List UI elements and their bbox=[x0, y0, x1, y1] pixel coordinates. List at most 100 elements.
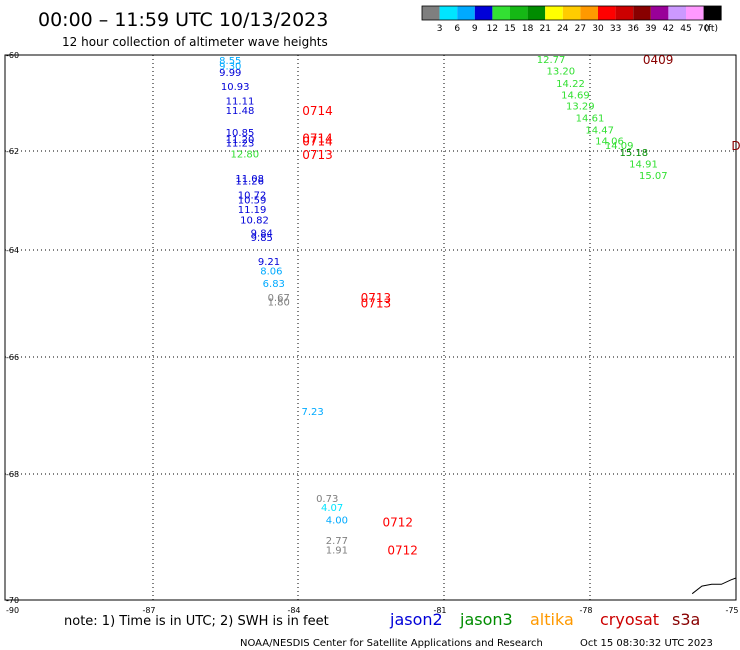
swh-value: 14.47 bbox=[585, 125, 614, 136]
swh-value: 2.77 bbox=[326, 536, 348, 547]
color-scale-legend: 3 6 9 12 15 18 21 24 27 30 33 36 39 42 45 70(ft) bbox=[421, 5, 722, 34]
swh-value: 1.91 bbox=[326, 546, 348, 557]
swh-value: 10.93 bbox=[221, 82, 250, 93]
mission-altika: altika bbox=[530, 610, 574, 629]
scale-label: 30 bbox=[592, 24, 604, 34]
pass-time-label: 0714 bbox=[302, 132, 333, 146]
swh-value: 7.23 bbox=[301, 407, 323, 418]
pass-time-label: 0409 bbox=[643, 53, 674, 67]
scale-swatch bbox=[510, 6, 528, 20]
scale-swatch bbox=[422, 6, 440, 20]
swh-value: 14.22 bbox=[556, 79, 585, 90]
scale-label: 21 bbox=[539, 24, 550, 34]
chart-title: 00:00 – 11:59 UTC 10/13/2023 bbox=[38, 9, 328, 31]
scale-label: 70 bbox=[698, 24, 710, 34]
swh-value: 14.69 bbox=[561, 90, 590, 101]
mission-jason2: jason2 bbox=[389, 610, 443, 629]
x-tick-label: -87 bbox=[142, 606, 155, 615]
data-points: 8.559.309.9910.9311.1111.4810.8511.2011.… bbox=[219, 55, 667, 557]
x-tick-label: -75 bbox=[725, 606, 738, 615]
swh-value: 4.07 bbox=[321, 503, 343, 514]
chart-subtitle: 12 hour collection of altimeter wave hei… bbox=[62, 35, 328, 49]
scale-swatch bbox=[527, 6, 546, 20]
pass-time-label: 0713 bbox=[361, 291, 392, 305]
swh-value: 12.80 bbox=[230, 150, 259, 161]
swh-value: 8.06 bbox=[260, 266, 282, 277]
footer-timestamp: Oct 15 08:30:32 UTC 2023 bbox=[580, 638, 713, 649]
scale-swatch bbox=[668, 6, 686, 20]
mission-legend: jason2 jason3 altika cryosat s3a bbox=[389, 610, 700, 629]
swh-value: 10.72 bbox=[238, 191, 267, 202]
swh-value: 1.80 bbox=[268, 297, 290, 308]
scale-label: 24 bbox=[557, 24, 569, 34]
swh-value: 14.06 bbox=[595, 136, 624, 147]
mission-cryosat: cryosat bbox=[600, 610, 659, 629]
grid-lines bbox=[5, 55, 736, 600]
scale-swatch bbox=[615, 6, 634, 20]
swh-value: 12.77 bbox=[537, 55, 566, 66]
swh-value: 11.23 bbox=[226, 138, 255, 149]
y-tick-label: -70 bbox=[6, 596, 19, 605]
swh-value: 10.82 bbox=[240, 215, 269, 226]
swh-value: 0.73 bbox=[316, 494, 338, 505]
swh-value: 11.08 bbox=[235, 174, 264, 185]
coastline bbox=[691, 577, 737, 595]
swh-value: 0.67 bbox=[268, 293, 290, 304]
scale-swatch bbox=[686, 6, 704, 20]
swh-value: 11.48 bbox=[226, 106, 255, 117]
scale-label: 6 bbox=[454, 24, 460, 34]
swh-value: 14.61 bbox=[576, 113, 605, 124]
scale-label: 27 bbox=[575, 24, 586, 34]
swh-value: 14.91 bbox=[629, 159, 658, 170]
pass-time-label: 0712 bbox=[383, 515, 414, 529]
swh-value: 9.21 bbox=[258, 257, 280, 268]
y-tick-label: -66 bbox=[6, 353, 19, 362]
swh-value: 9.30 bbox=[219, 62, 241, 73]
footnote: note: 1) Time is in UTC; 2) SWH is in fe… bbox=[64, 614, 329, 629]
swh-value: 8.55 bbox=[219, 56, 241, 67]
swh-value: 15.18 bbox=[619, 148, 648, 159]
scale-swatch bbox=[492, 6, 510, 20]
x-tick-label: -84 bbox=[287, 606, 300, 615]
swh-value: 4.00 bbox=[326, 515, 348, 526]
swh-value: 14.09 bbox=[605, 141, 634, 152]
scale-swatch bbox=[439, 6, 458, 20]
y-tick-label: -62 bbox=[6, 147, 19, 156]
swh-value: 9.84 bbox=[251, 229, 273, 240]
pass-time-label: 0712 bbox=[387, 544, 418, 558]
scale-label: 18 bbox=[522, 24, 534, 34]
mission-s3a: s3a bbox=[672, 610, 700, 629]
scale-label: 9 bbox=[472, 24, 478, 34]
scale-label: 45 bbox=[680, 24, 691, 34]
scale-swatch bbox=[703, 6, 722, 20]
scale-swatch bbox=[598, 6, 616, 20]
x-tick-label: -78 bbox=[579, 606, 592, 615]
swh-value: 6.83 bbox=[263, 279, 285, 290]
pass-time-label: 0713 bbox=[302, 148, 333, 162]
pass-time-label: 0714 bbox=[302, 104, 333, 118]
scale-label: 3 bbox=[437, 24, 443, 34]
y-tick-label: -60 bbox=[6, 51, 19, 60]
swh-value: 15.07 bbox=[639, 171, 668, 182]
plot-frame bbox=[4, 54, 737, 601]
footer-credit: NOAA/NESDIS Center for Satellite Applica… bbox=[240, 638, 543, 649]
mission-jason3: jason3 bbox=[459, 610, 513, 629]
scale-unit: (ft) bbox=[704, 24, 718, 34]
swh-value: 11.26 bbox=[235, 177, 264, 188]
scale-swatch bbox=[474, 6, 493, 20]
scale-label: 39 bbox=[645, 24, 657, 34]
y-tick-label: -68 bbox=[6, 470, 19, 479]
pass-time-label: D bbox=[731, 139, 740, 153]
axis-tick-labels: -60 -62 -64 -66 -68 -70 -87 -84 -81 -78 -75 -90 bbox=[6, 51, 739, 615]
scale-swatch bbox=[545, 6, 563, 20]
scale-label: 36 bbox=[627, 24, 639, 34]
swh-value: 10.85 bbox=[226, 128, 255, 139]
scale-label: 33 bbox=[610, 24, 621, 34]
scale-label: 42 bbox=[663, 24, 674, 34]
pass-time-label: 0713 bbox=[361, 296, 392, 310]
swh-value: 11.11 bbox=[226, 97, 255, 108]
corner-tick-label: -90 bbox=[6, 606, 19, 615]
scale-swatch bbox=[562, 6, 581, 20]
